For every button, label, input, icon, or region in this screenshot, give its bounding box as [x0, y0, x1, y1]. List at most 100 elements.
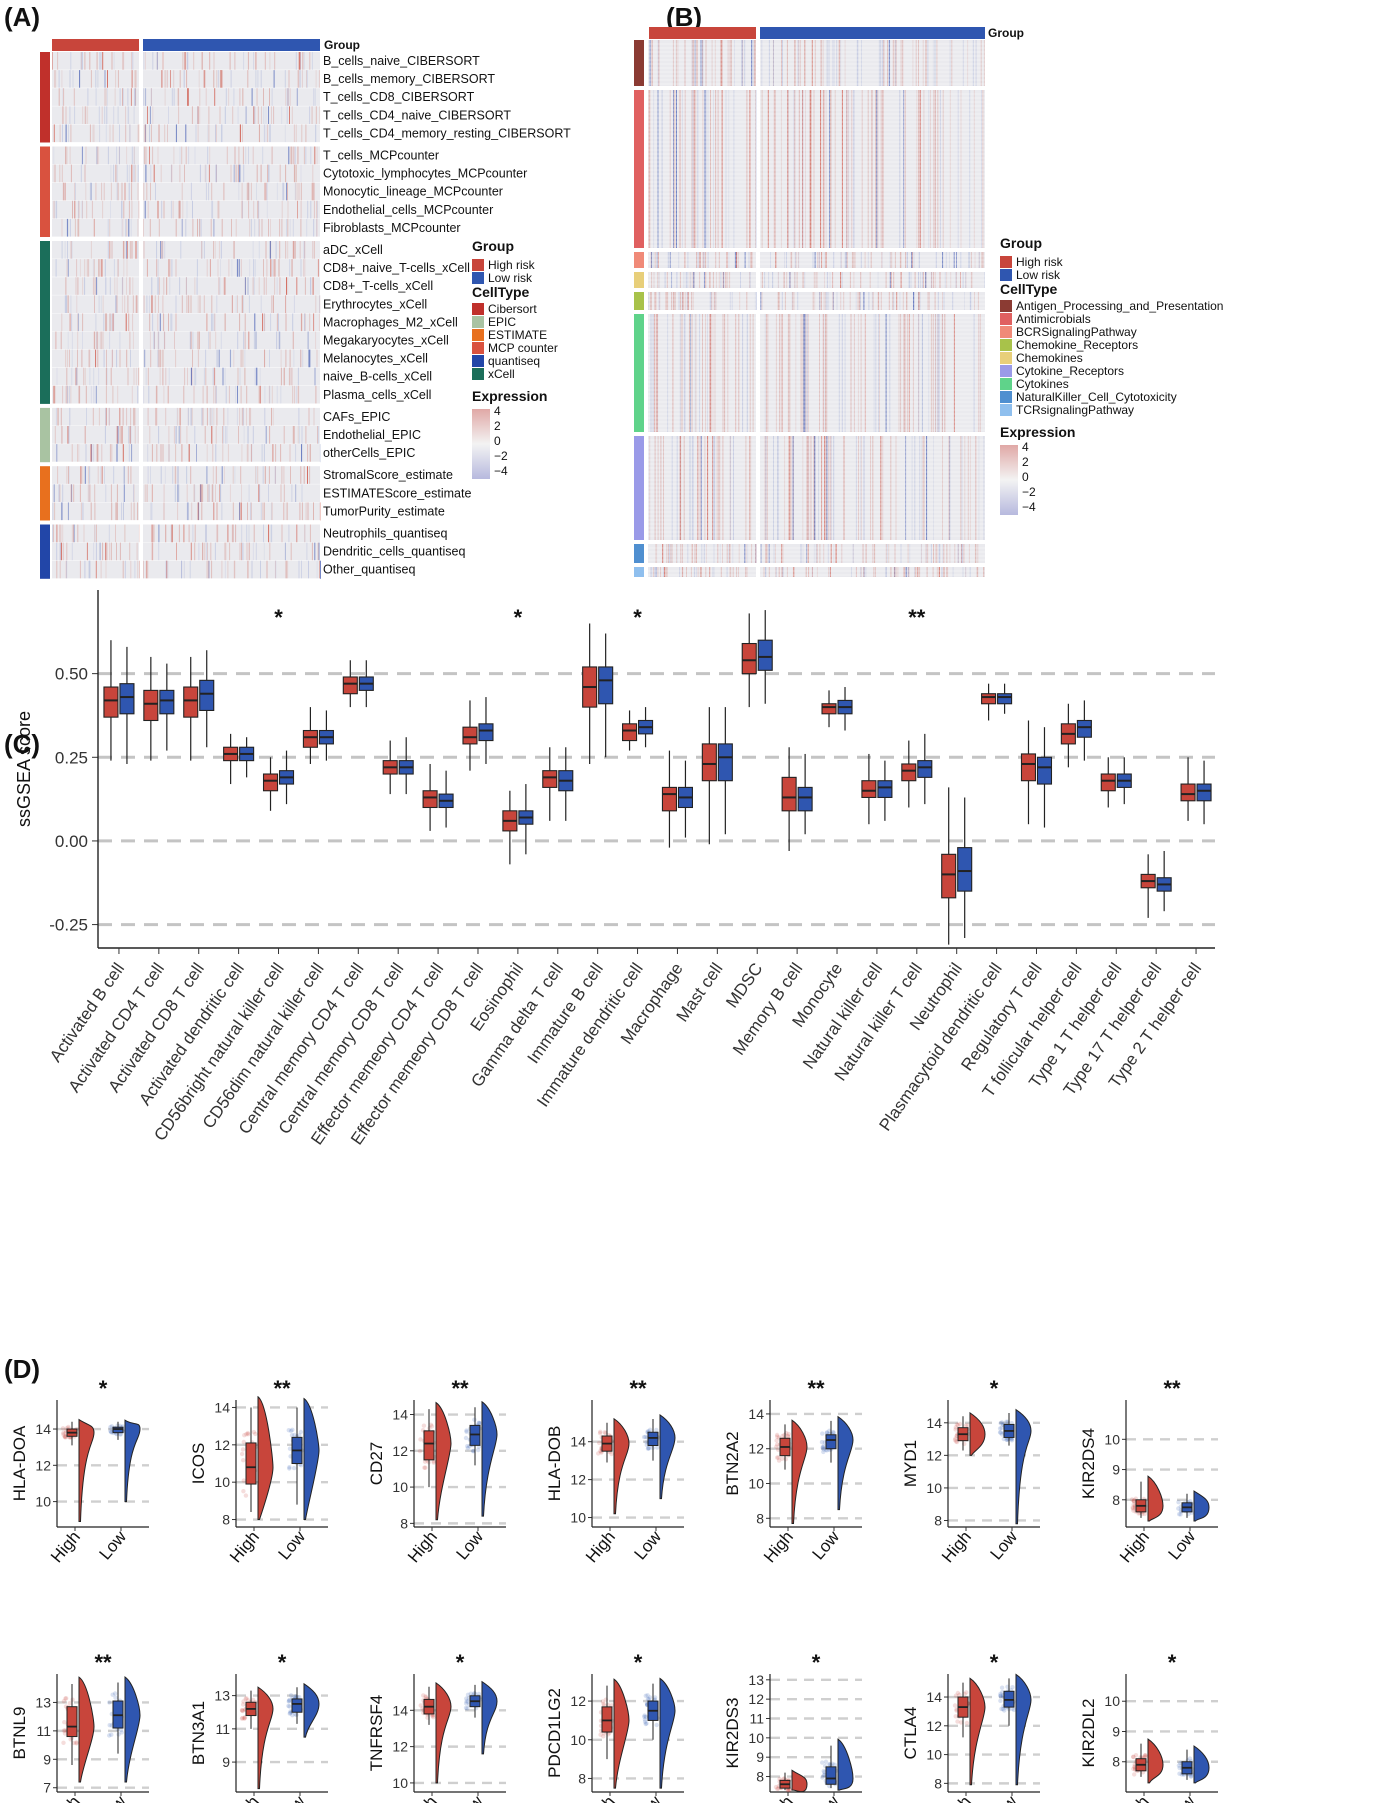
heat-column	[133, 502, 135, 521]
jitter-point-low	[291, 1465, 297, 1471]
heat-column	[314, 88, 316, 107]
heat-column	[916, 567, 918, 577]
heat-column	[267, 164, 269, 183]
heat-block	[52, 88, 139, 107]
heat-column	[306, 70, 307, 89]
heat-column	[240, 259, 242, 278]
jitter-point-high	[1131, 1502, 1136, 1507]
heat-column	[231, 259, 233, 278]
heat-column	[903, 90, 905, 248]
heat-column	[816, 567, 818, 577]
jitter-point-high	[63, 1696, 69, 1701]
heatmap-row-label: Megakaryocytes_xCell	[323, 334, 449, 348]
heat-column	[186, 52, 188, 71]
jitter-point-high	[66, 1424, 71, 1430]
heat-column	[263, 106, 265, 125]
heat-column	[681, 292, 683, 310]
heat-column	[96, 146, 98, 165]
heat-column	[709, 567, 711, 577]
heat-column	[213, 385, 215, 404]
heat-column	[841, 90, 843, 248]
heat-column	[169, 277, 171, 296]
heat-column	[145, 164, 147, 183]
heat-column	[68, 426, 70, 445]
heat-column	[60, 407, 62, 426]
jitter-point-low	[1010, 1685, 1015, 1690]
heat-column	[763, 567, 765, 577]
heat-column	[143, 295, 145, 314]
heat-column	[165, 560, 167, 579]
group-bar-low	[760, 27, 985, 39]
heat-column	[286, 277, 287, 296]
celltype-bar	[634, 436, 644, 540]
legend-item-label: Cytokine_Receptors	[1016, 364, 1124, 378]
heat-column	[787, 90, 789, 248]
legend-swatch	[472, 329, 484, 341]
heat-column	[765, 544, 767, 563]
heat-column	[802, 314, 804, 432]
heat-block	[52, 182, 139, 201]
jitter-point-low	[642, 1713, 647, 1718]
violin-low	[124, 1419, 141, 1503]
heat-column	[150, 164, 152, 183]
heat-column	[217, 524, 219, 543]
heat-column	[129, 542, 131, 561]
heat-block	[143, 124, 320, 143]
heat-column	[100, 295, 102, 314]
jitter-point-low	[1005, 1437, 1010, 1443]
heat-column	[108, 407, 110, 426]
heat-column	[240, 466, 242, 485]
legend-item-label: Chemokine_Receptors	[1016, 338, 1138, 352]
heat-column	[236, 164, 238, 183]
heat-column	[283, 466, 285, 485]
heat-column	[841, 314, 843, 432]
heat-column	[206, 313, 208, 332]
heat-column	[805, 90, 806, 248]
heat-column	[134, 88, 136, 107]
heat-column	[834, 90, 836, 248]
heat-column	[204, 426, 206, 445]
heat-column	[730, 567, 732, 577]
heat-column	[174, 484, 176, 503]
heat-column	[902, 292, 904, 310]
heat-column	[61, 426, 63, 445]
heat-column	[265, 277, 267, 296]
heat-column	[249, 259, 251, 278]
heat-column	[885, 544, 887, 563]
heat-column	[729, 567, 731, 577]
heat-column	[226, 426, 228, 445]
violin-y-label: BTN2A2	[723, 1431, 742, 1495]
legend-expression-title: Expression	[472, 388, 547, 404]
heat-column	[280, 385, 282, 404]
heat-column	[895, 40, 897, 86]
heatmap-row-label: B_cells_naive_CIBERSORT	[323, 54, 480, 68]
jitter-point-high	[964, 1720, 970, 1726]
heat-column	[138, 200, 140, 219]
heat-column	[181, 146, 183, 165]
heat-column	[264, 52, 266, 71]
y-tick-label: 10	[570, 1510, 586, 1526]
heat-column	[952, 292, 954, 310]
heat-column	[135, 295, 137, 314]
heat-column	[298, 70, 300, 89]
heat-column	[216, 70, 218, 89]
heatmap-row-label: aDC_xCell	[323, 243, 383, 257]
y-tick-label: 12	[570, 1693, 586, 1709]
jitter-point-low	[107, 1733, 112, 1738]
violin-y-label: MYD1	[901, 1440, 920, 1487]
jitter-point-low	[1010, 1706, 1015, 1711]
heat-column	[274, 560, 276, 579]
heat-column	[882, 90, 883, 248]
heat-column	[841, 544, 843, 563]
heat-column	[309, 524, 311, 543]
jitter-point-high	[785, 1788, 791, 1793]
heat-column	[263, 88, 264, 107]
heat-column	[145, 367, 147, 386]
heat-column	[292, 218, 294, 237]
heat-column	[267, 124, 269, 143]
heat-column	[865, 567, 867, 577]
heat-column	[815, 544, 817, 563]
heat-column	[96, 146, 98, 165]
y-tick-label: 12	[214, 1437, 230, 1453]
heat-column	[684, 314, 686, 432]
